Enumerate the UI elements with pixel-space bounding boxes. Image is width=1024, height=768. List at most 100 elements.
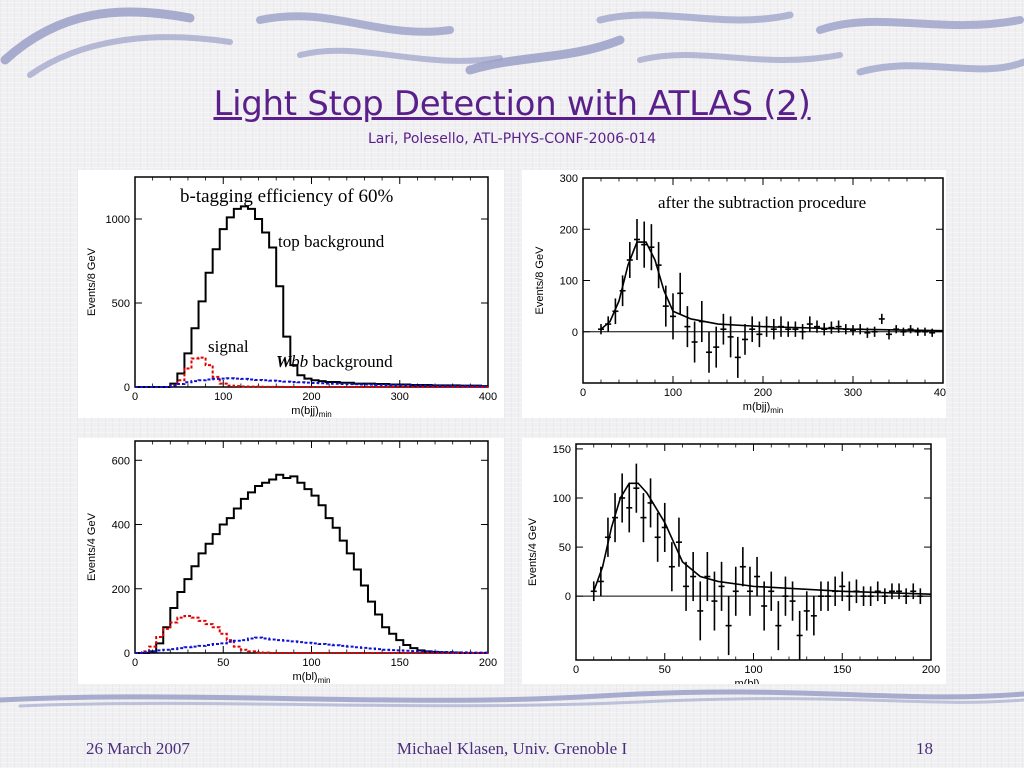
data-point — [839, 571, 846, 602]
data-point — [817, 581, 824, 611]
footer-page-number: 18 — [916, 739, 933, 758]
data-point — [770, 318, 777, 340]
data-point — [746, 566, 753, 616]
y-axis-label: Events/8 GeV — [534, 246, 546, 315]
chart-panel-top-right: 0 100 200 300 400 0 100 200 300 m(bjj)min Events/8… — [522, 170, 946, 418]
data-point — [626, 483, 633, 533]
data-point — [835, 320, 842, 333]
data-point — [648, 224, 655, 271]
x-tick-label: 50 — [217, 657, 229, 669]
x-tick-label: 300 — [391, 391, 409, 403]
data-point — [711, 571, 718, 631]
data-point — [734, 336, 741, 378]
data-point — [677, 272, 684, 314]
y-tick-label: 100 — [560, 276, 578, 288]
y-tick-label: 200 — [112, 584, 130, 596]
data-point — [604, 517, 611, 557]
data-point — [792, 321, 799, 337]
y-tick-label: 1000 — [106, 214, 130, 226]
data-point — [619, 275, 626, 307]
data-point — [768, 571, 775, 611]
data-point — [917, 588, 924, 605]
data-point — [661, 502, 668, 552]
data-point — [662, 285, 669, 327]
data-point — [612, 298, 619, 325]
y-tick-label: 0 — [124, 382, 130, 394]
data-point — [825, 581, 832, 611]
y-tick-label: 600 — [112, 455, 130, 467]
data-point — [698, 301, 705, 342]
chart-annotation: signal — [208, 337, 249, 356]
data-point — [922, 327, 928, 336]
x-axis-label: m(bl)min — [293, 671, 331, 684]
data-point — [654, 512, 661, 562]
chart-panel-bottom-left: 0 50 100 150 200 0 200 400 600 m(bl)min Events/4 G… — [78, 438, 504, 684]
data-point — [619, 473, 626, 523]
data-point — [761, 581, 768, 631]
series-dashed-blue — [135, 377, 488, 388]
x-tick-label: 100 — [302, 657, 320, 669]
x-tick-label: 400 — [479, 391, 497, 403]
data-point — [850, 325, 856, 336]
data-point — [754, 556, 761, 597]
fit-curve — [600, 241, 944, 332]
footer-author: Michael Klasen, Univ. Grenoble I — [396, 739, 628, 758]
data-point — [742, 324, 748, 355]
slide-subtitle: Lari, Polesello, ATL-PHYS-CONF-2006-014 — [368, 131, 656, 147]
data-point — [846, 581, 853, 611]
data-point — [697, 581, 704, 641]
y-tick-label: 200 — [560, 224, 578, 236]
chart-top-left: 0 100 200 300 400 0 500 1000 m(bjj)min Events/8 G… — [86, 176, 497, 418]
y-tick-label: 500 — [112, 298, 130, 310]
x-tick-label: 100 — [744, 664, 762, 676]
data-point — [720, 313, 727, 345]
data-point — [641, 221, 648, 268]
data-point — [910, 583, 917, 600]
decorative-swirl-footer — [0, 689, 1024, 708]
data-point — [842, 324, 849, 335]
data-point — [626, 242, 633, 278]
x-axis-label: m(bl)min — [735, 678, 773, 684]
data-point — [590, 581, 597, 602]
x-tick-label: 200 — [479, 657, 497, 669]
x-tick-label: 0 — [573, 664, 579, 676]
x-tick-label: 200 — [754, 387, 772, 399]
y-axis-label: Events/8 GeV — [86, 247, 98, 316]
data-point — [828, 321, 835, 334]
footer-date: 26 March 2007 — [86, 739, 190, 758]
data-point — [821, 323, 828, 336]
data-point — [704, 552, 711, 602]
chart-bottom-right: 0 50 100 150 200 0 50 100 150 m(bl)min Events/4 Ge… — [527, 443, 940, 684]
y-tick-label: 150 — [553, 444, 571, 456]
data-point — [796, 610, 803, 660]
data-point — [605, 316, 612, 332]
data-point — [886, 329, 892, 340]
decorative-swirl-header — [0, 7, 1024, 78]
data-point — [727, 316, 734, 358]
data-point — [675, 517, 682, 567]
data-point — [789, 581, 796, 621]
series-solid-black — [135, 473, 488, 654]
x-tick-label: 50 — [659, 664, 671, 676]
chart-bottom-left: 0 50 100 150 200 0 200 400 600 m(bl)min Events/4 G… — [86, 440, 497, 684]
data-point — [684, 306, 691, 348]
slide-title: Light Stop Detection with ATLAS (2) — [213, 84, 811, 124]
data-point — [598, 324, 604, 335]
data-point — [814, 320, 820, 333]
x-tick-label: 0 — [132, 391, 138, 403]
data-point — [806, 316, 813, 332]
x-tick-label: 0 — [580, 387, 586, 399]
y-tick-label: 300 — [560, 173, 578, 185]
data-point — [900, 327, 907, 336]
y-tick-label: 0 — [572, 327, 578, 339]
data-point — [670, 293, 676, 340]
data-point — [785, 321, 792, 337]
data-point — [640, 493, 647, 543]
y-tick-label: 100 — [553, 493, 571, 505]
data-point — [749, 316, 756, 342]
data-point — [907, 325, 914, 334]
data-point — [756, 321, 763, 348]
data-point — [690, 552, 697, 602]
y-tick-label: 0 — [124, 648, 130, 660]
series-dashed-red — [135, 356, 488, 388]
